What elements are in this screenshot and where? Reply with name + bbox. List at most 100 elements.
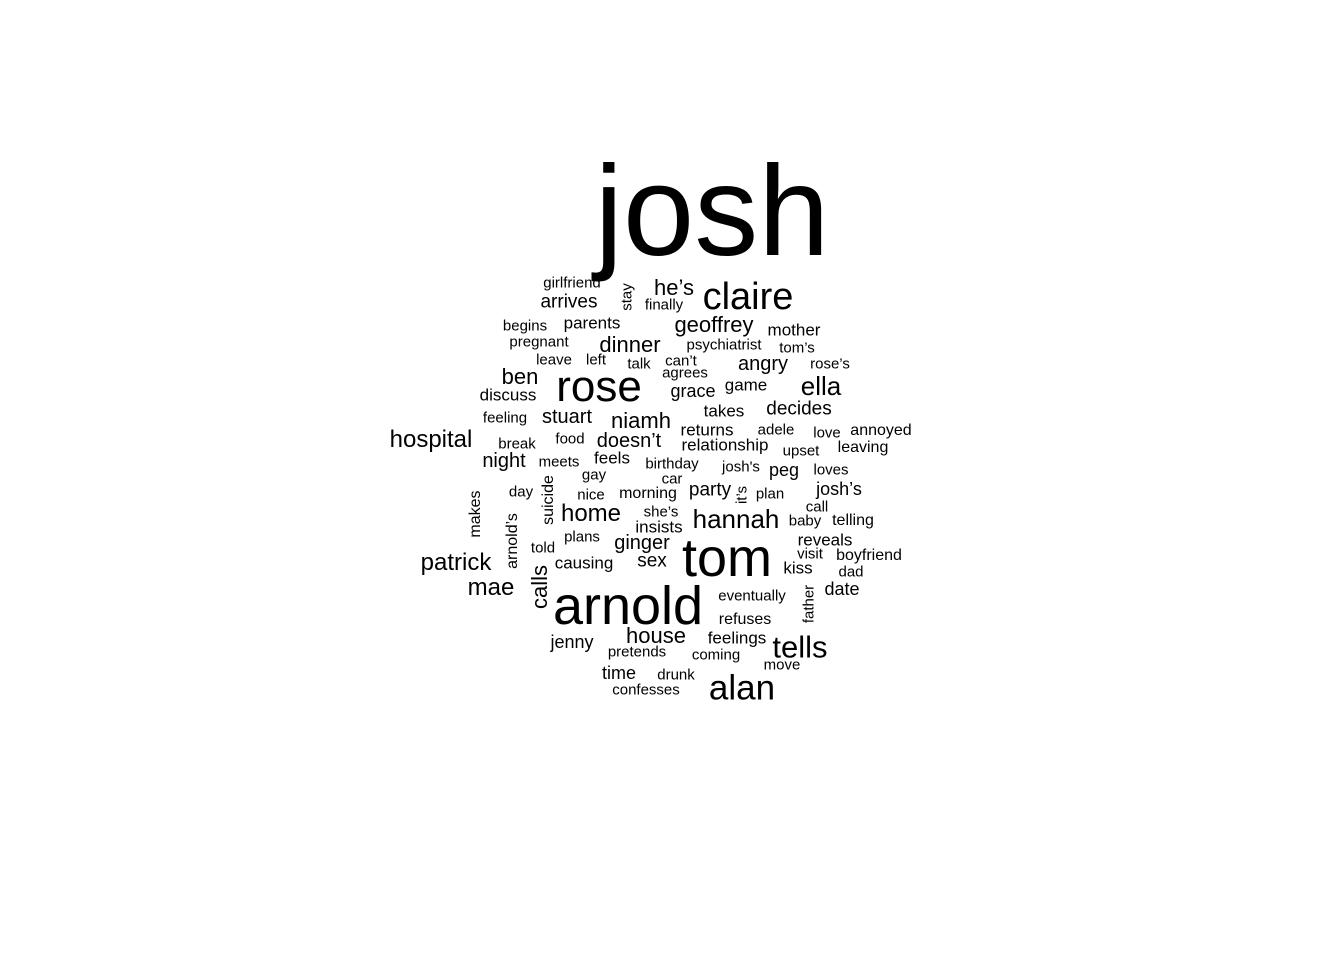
word-rose: rose <box>556 362 642 411</box>
word-sex: sex <box>637 550 667 572</box>
word-meets: meets <box>538 453 580 471</box>
word-makes: makes <box>467 490 484 538</box>
word-plans: plans <box>564 528 600 546</box>
word-alan: alan <box>708 668 776 708</box>
word-birthday: birthday <box>645 455 699 473</box>
word-josh-s-a: josh’s <box>816 479 862 499</box>
word-discuss: discuss <box>479 385 537 405</box>
word-eventually: eventually <box>718 587 786 605</box>
word-boyfriend: boyfriend <box>836 547 902 564</box>
word-nice: nice <box>577 486 605 504</box>
word-grace: grace <box>670 381 716 401</box>
word-shes: she’s <box>643 503 679 521</box>
word-peg: peg <box>768 460 800 480</box>
word-returns: returns <box>680 420 734 440</box>
word-upset: upset <box>782 442 820 460</box>
word-ella: ella <box>800 371 842 401</box>
word-tells: tells <box>772 629 828 665</box>
word-plan: plan <box>755 485 785 503</box>
word-girlfriend: girlfriend <box>543 274 601 292</box>
word-drunk: drunk <box>657 666 695 684</box>
word-its: it’s <box>733 485 751 505</box>
word-dinner: dinner <box>599 332 661 357</box>
word-hospital: hospital <box>389 426 473 453</box>
word-baby: baby <box>788 512 822 530</box>
word-morning: morning <box>619 485 677 502</box>
word-date: date <box>824 579 860 599</box>
word-told: told <box>530 539 556 557</box>
word-tom: tom <box>681 528 773 588</box>
word-time: time <box>601 663 637 683</box>
word-stay: stay <box>618 283 636 311</box>
word-gay: gay <box>581 466 607 484</box>
word-leaving: leaving <box>837 439 889 456</box>
word-party: party <box>688 479 732 501</box>
word-night: night <box>482 450 526 472</box>
word-ginger: ginger <box>614 532 670 554</box>
word-feeling: feeling <box>482 409 528 427</box>
word-talk: talk <box>627 355 651 373</box>
word-pretends: pretends <box>607 643 667 661</box>
word-josh-s-b: josh's <box>722 458 760 476</box>
word-relationship: relationship <box>681 435 769 455</box>
word-claire: claire <box>702 276 794 318</box>
word-arnolds: arnold’s <box>504 513 521 569</box>
word-arnold: arnold <box>552 576 704 636</box>
word-house: house <box>626 623 686 648</box>
word-calls: calls <box>527 564 552 610</box>
word-call: call <box>805 498 829 516</box>
word-kiss: kiss <box>783 558 813 578</box>
word-dad: dad <box>838 563 864 581</box>
word-break: break <box>498 435 536 453</box>
word-left: left <box>585 351 607 369</box>
word-arrives: arrives <box>540 291 598 313</box>
word-decides: decides <box>766 398 832 420</box>
word-visit: visit <box>797 545 823 563</box>
word-feelings: feelings <box>707 628 767 648</box>
word-begins: begins <box>502 317 548 335</box>
word-feels: feels <box>594 448 630 468</box>
word-niamh: niamh <box>611 408 671 433</box>
word-loves: loves <box>813 461 849 479</box>
word-ben: ben <box>501 364 539 389</box>
word-refuses: refuses <box>718 611 772 628</box>
word-angry: angry <box>737 353 789 375</box>
word-home: home <box>560 500 622 527</box>
word-parents: parents <box>563 313 621 333</box>
word-coming: coming <box>691 646 741 664</box>
word-agrees: agrees <box>662 364 708 382</box>
word-reveals: reveals <box>797 530 853 550</box>
word-day: day <box>508 483 534 501</box>
word-josh: josh <box>594 140 830 283</box>
word-food: food <box>555 430 585 448</box>
word-mother: mother <box>767 320 821 340</box>
word-stuart: stuart <box>541 406 593 428</box>
word-suicide: suicide <box>540 475 557 525</box>
word-annoyed: annoyed <box>850 422 912 439</box>
word-telling: telling <box>832 512 874 529</box>
word-psychiatrist: psychiatrist <box>686 336 762 354</box>
word-mae: mae <box>467 574 515 601</box>
word-hannah: hannah <box>692 504 780 534</box>
word-geoffrey: geoffrey <box>674 312 754 337</box>
word-love: love <box>813 424 841 442</box>
word-car: car <box>661 470 683 488</box>
word-father: father <box>800 584 818 624</box>
word-toms: tom’s <box>779 339 815 357</box>
word-patrick: patrick <box>420 549 492 576</box>
word-roses: rose’s <box>810 355 850 373</box>
word-finally: finally <box>644 296 684 314</box>
word-causing: causing <box>554 553 614 573</box>
word-confesses: confesses <box>612 681 680 699</box>
word-game: game <box>724 375 768 395</box>
word-takes: takes <box>703 401 745 421</box>
word-leave: leave <box>536 351 572 369</box>
word-adele: adele <box>757 421 795 439</box>
word-doesnt: doesn’t <box>596 430 662 452</box>
word-cant: can’t <box>665 352 697 370</box>
word-jenny: jenny <box>550 632 594 652</box>
word-insists: insists <box>635 517 683 537</box>
word-pregnant: pregnant <box>509 333 569 351</box>
word-move: move <box>763 656 801 674</box>
